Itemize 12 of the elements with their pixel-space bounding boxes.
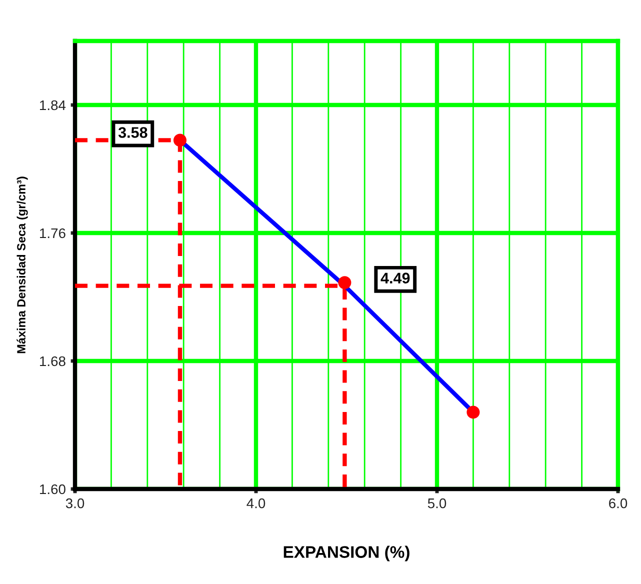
y-tick-label: 1.60 (40, 484, 66, 494)
annotation: 3.58 (118, 127, 148, 138)
x-tick-label: 5.0 (428, 498, 446, 508)
y-tick-label: 1.84 (40, 100, 66, 110)
x-tick-label: 6.0 (609, 498, 628, 508)
y-tick-label: 1.76 (40, 228, 66, 238)
y-axis-title: Máxima Densidad Seca (gr/cm³) (16, 176, 28, 354)
x-axis-title: EXPANSION (%) (284, 546, 410, 562)
annotation: 4.49 (380, 272, 410, 284)
x-tick-label: 3.0 (66, 498, 84, 508)
y-tick-label: 1.68 (40, 356, 66, 366)
x-tick-label: 4.0 (246, 498, 266, 508)
